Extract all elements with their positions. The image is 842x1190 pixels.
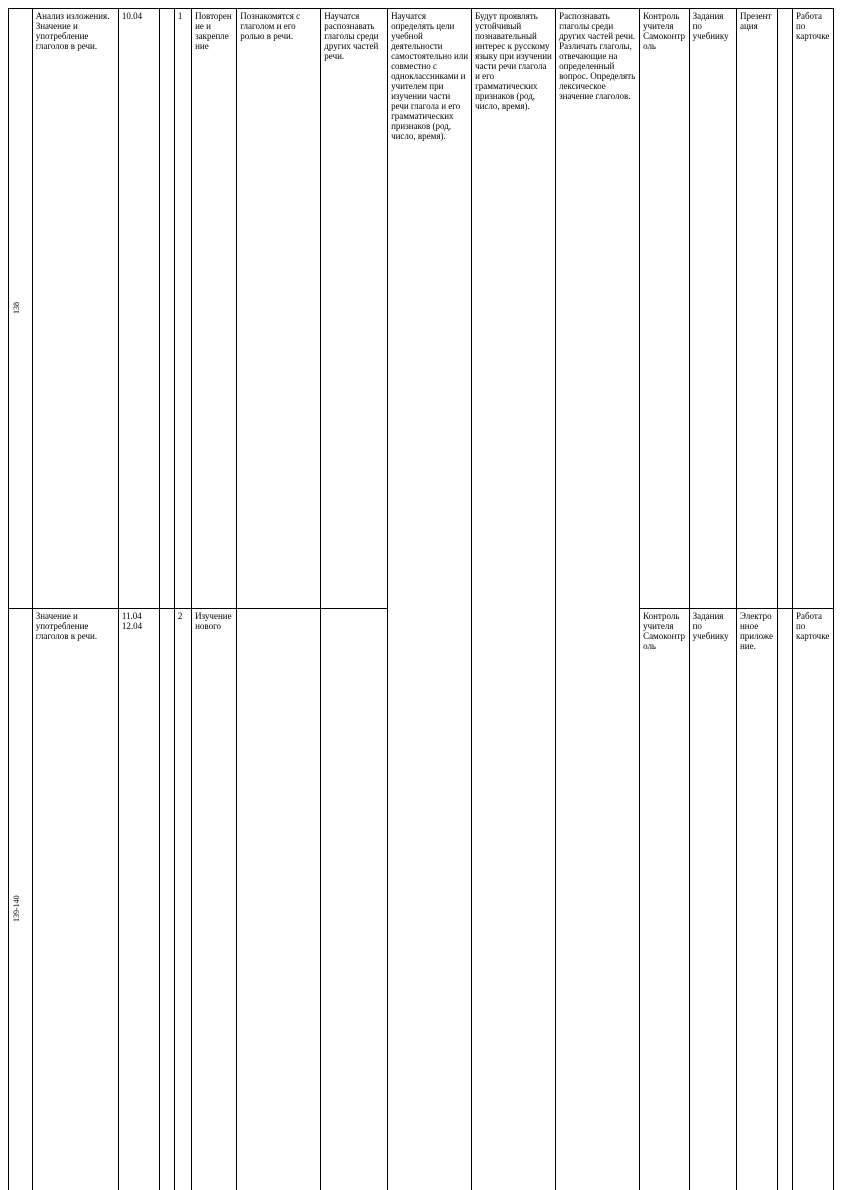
planned-result-cell: Научатся распознавать глаголы среди друг…: [321, 9, 388, 609]
control-cell: Контроль учителя Самоконтроль: [640, 609, 690, 1190]
lesson-type-cell: Изучение нового: [192, 609, 237, 1190]
task-cell: Задания по учебнику: [689, 9, 736, 609]
personal-result-cell: Будут проявлять устойчивый познавательны…: [472, 9, 556, 1190]
lesson-type-cell: Повторение и закрепление: [192, 9, 237, 609]
homework-cell: Работа по карточке: [792, 609, 833, 1190]
table-row: 138Анализ изложения. Значение и употребл…: [9, 9, 834, 609]
hours-cell: 1: [174, 9, 191, 609]
hours-cell: 2: [174, 609, 191, 1190]
date-cell: 10.04: [118, 9, 159, 609]
meta-result-cell: Научатся определять цели учебной деятель…: [388, 9, 472, 1190]
presentation-cell: Электронное приложение.: [736, 609, 777, 1190]
blank-cell: [777, 9, 792, 609]
goal-cell: [237, 609, 321, 1190]
lesson-number: 138: [9, 9, 33, 609]
date-cell: 11.04 12.04: [118, 609, 159, 1190]
goal-cell: Познакомятся с глаголом и его ролью в ре…: [237, 9, 321, 609]
blank-cell: [777, 609, 792, 1190]
blank-cell: [159, 609, 174, 1190]
topic-cell: Анализ изложения. Значение и употреблени…: [32, 9, 118, 609]
control-cell: Контроль учителя Самоконтроль: [640, 9, 690, 609]
planned-result-cell: [321, 609, 388, 1190]
task-cell: Задания по учебнику: [689, 609, 736, 1190]
presentation-cell: Презентация: [736, 9, 777, 609]
topic-cell: Значение и употребление глаголов в речи.: [32, 609, 118, 1190]
curriculum-table: 138Анализ изложения. Значение и употребл…: [8, 8, 834, 1190]
blank-cell: [159, 9, 174, 609]
subject-result-cell: Распознавать глаголы среди других частей…: [556, 9, 640, 1190]
homework-cell: Работа по карточке: [792, 9, 833, 609]
lesson-number: 139-140: [9, 609, 33, 1190]
